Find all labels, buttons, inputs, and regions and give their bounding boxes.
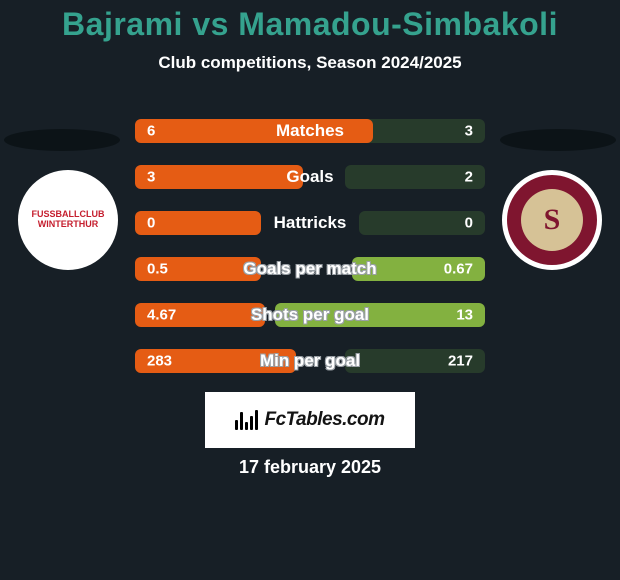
- date-text: 17 february 2025: [0, 457, 620, 478]
- logo-bars-icon: [235, 410, 258, 430]
- stat-bar-right: [352, 257, 485, 281]
- stat-bar-right: [359, 211, 485, 235]
- stat-track: 283217Min per goal: [135, 346, 485, 376]
- stat-bar-left: [135, 211, 261, 235]
- stat-track: 32Goals: [135, 162, 485, 192]
- stat-row: 0.50.67Goals per match: [0, 254, 620, 284]
- stat-bar-left: [135, 119, 373, 143]
- comparison-infographic: Bajrami vs Mamadou-Simbakoli Club compet…: [0, 0, 620, 580]
- stat-bar-left: [135, 303, 265, 327]
- stat-bar-right: [275, 303, 485, 327]
- chart-area: 63Matches 32Goals 00Hattricks 0.50.67Goals …: [0, 116, 620, 392]
- stat-row: 63Matches: [0, 116, 620, 146]
- stat-bar-right: [345, 349, 485, 373]
- stat-track: 63Matches: [135, 116, 485, 146]
- stat-track: 00Hattricks: [135, 208, 485, 238]
- stat-row: 00Hattricks: [0, 208, 620, 238]
- stat-row: 4.6713Shots per goal: [0, 300, 620, 330]
- stat-bar-right: [345, 165, 485, 189]
- footer-logo-card: FcTables.com: [205, 392, 415, 448]
- stat-bar-left: [135, 165, 303, 189]
- stat-bar-left: [135, 257, 261, 281]
- stat-row: 32Goals: [0, 162, 620, 192]
- stat-track: 0.50.67Goals per match: [135, 254, 485, 284]
- stat-bar-left: [135, 349, 296, 373]
- footer-logo-text: FcTables.com: [264, 409, 384, 431]
- stat-row: 283217Min per goal: [0, 346, 620, 376]
- stat-track: 4.6713Shots per goal: [135, 300, 485, 330]
- page-title: Bajrami vs Mamadou-Simbakoli: [0, 0, 620, 43]
- page-subtitle: Club competitions, Season 2024/2025: [0, 53, 620, 73]
